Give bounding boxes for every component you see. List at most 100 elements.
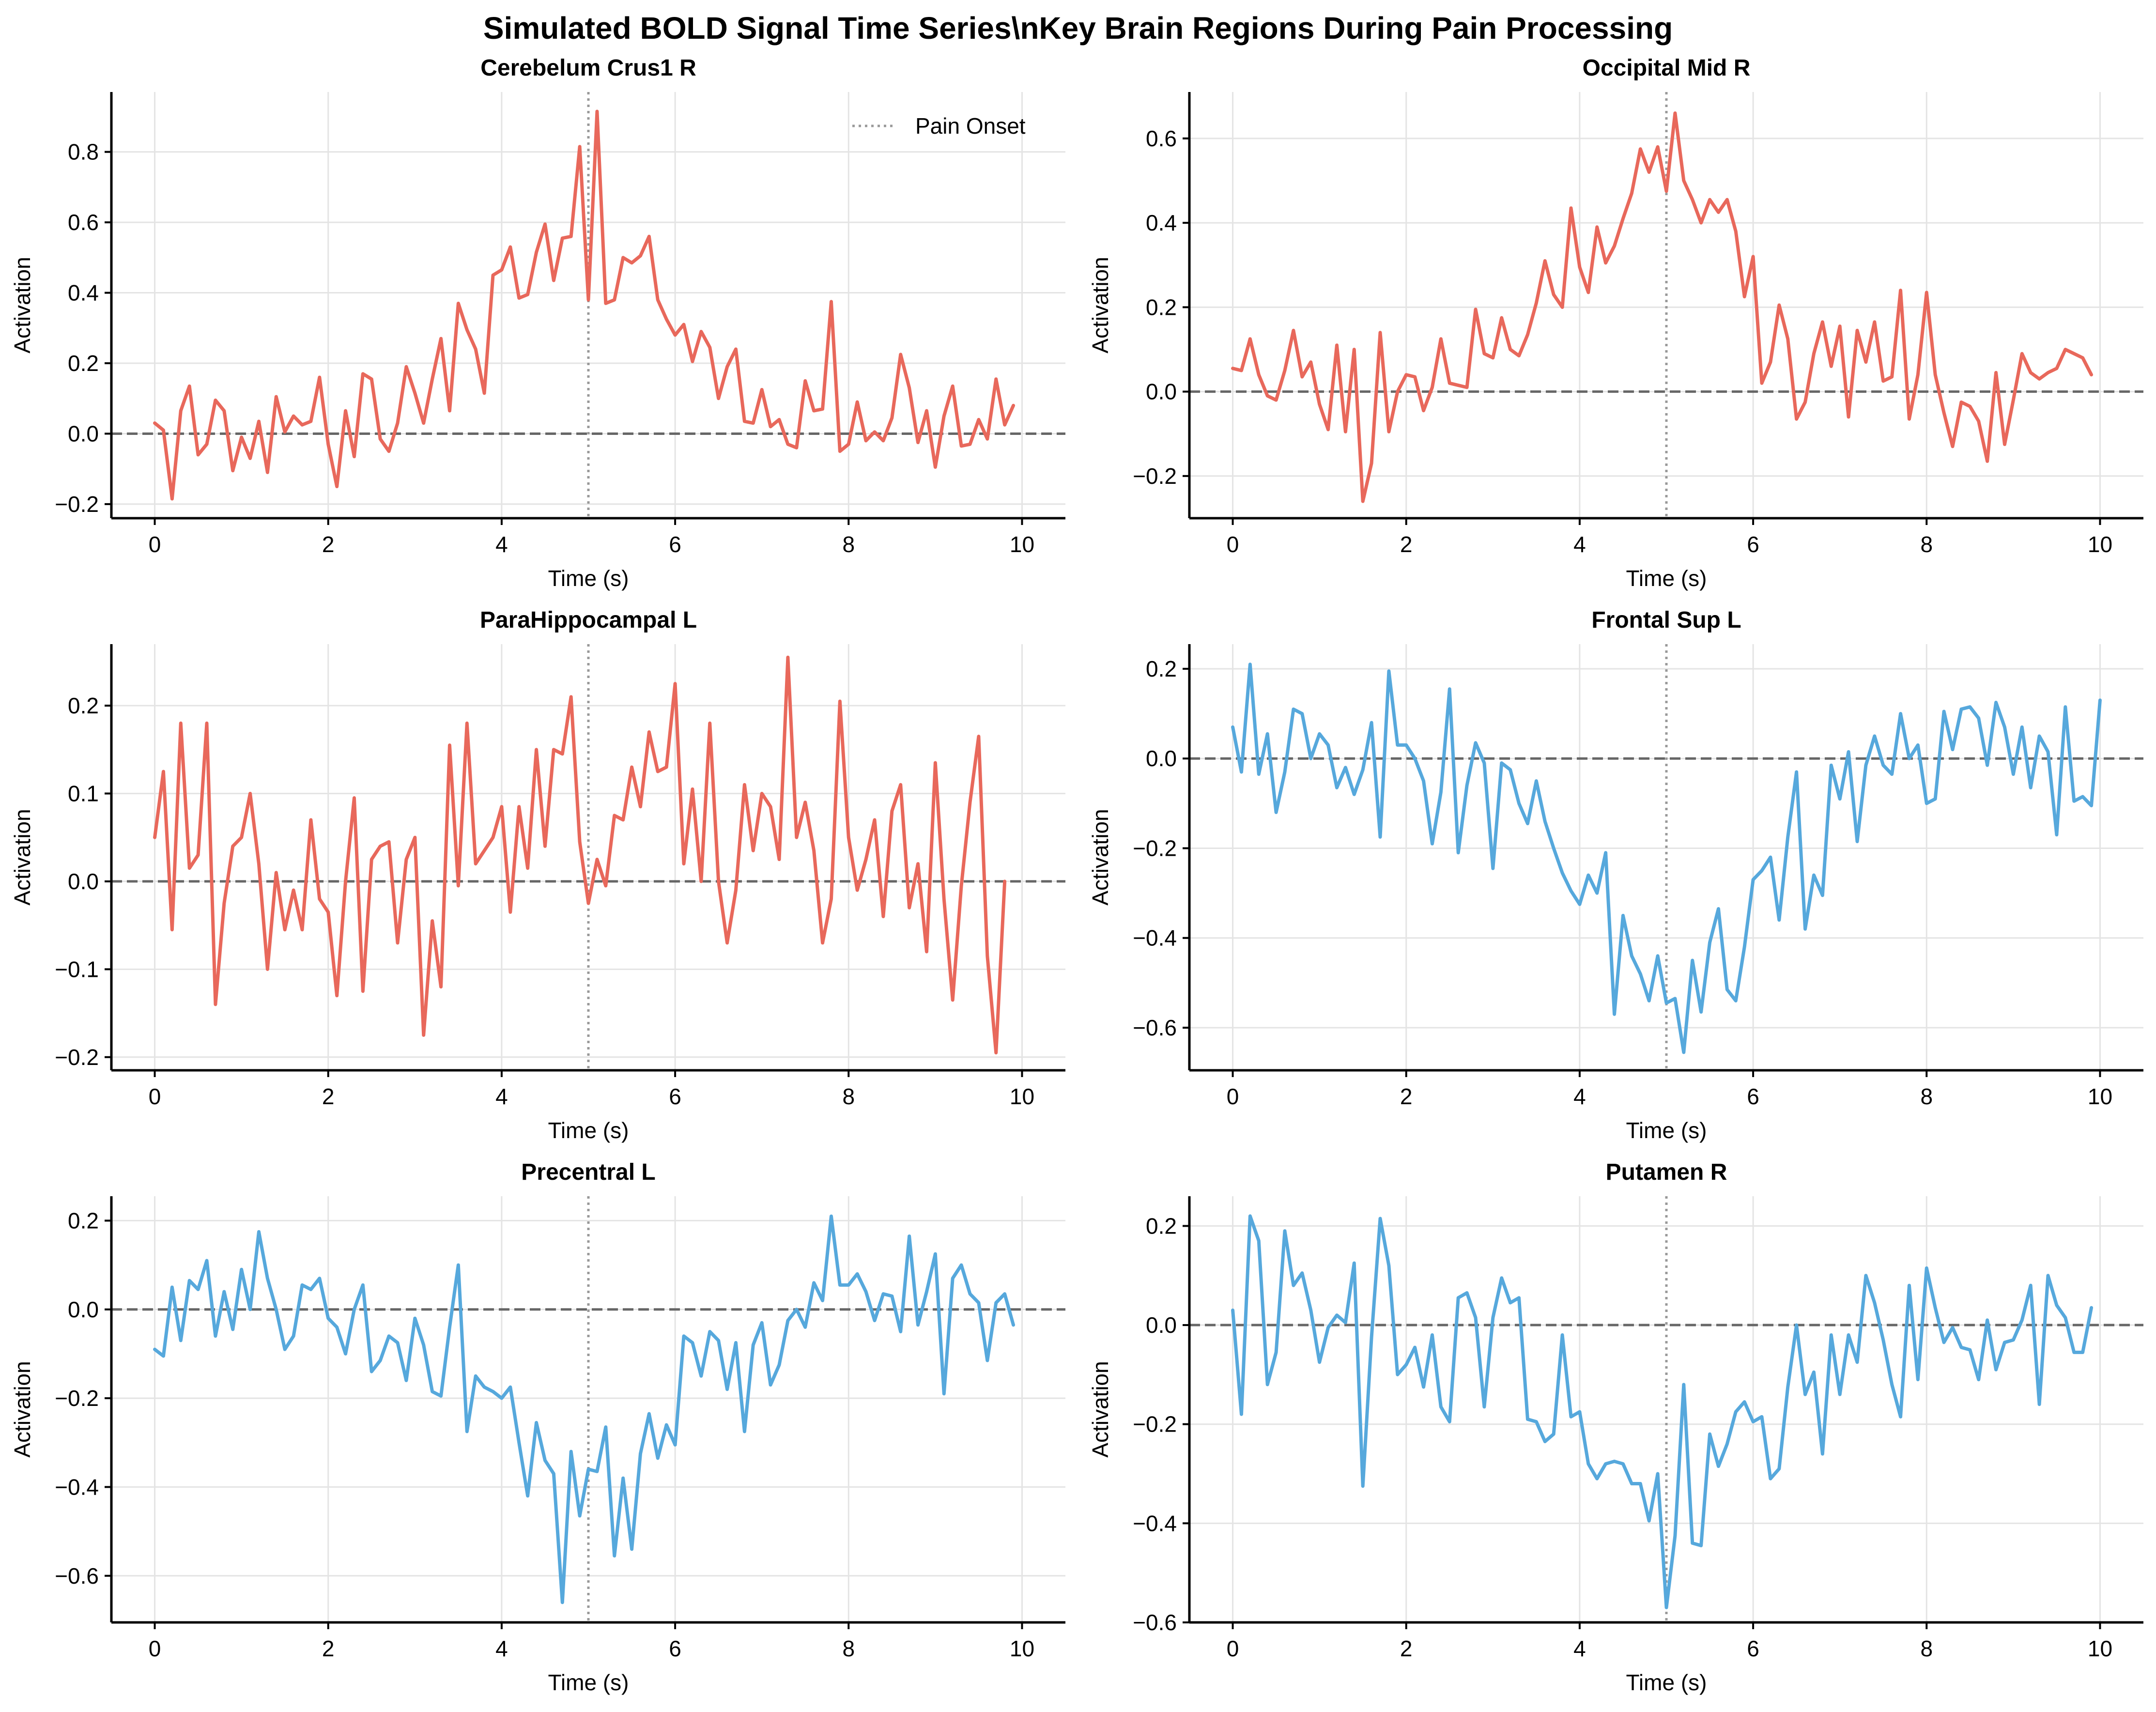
x-tick-label: 2 [1400,532,1413,557]
x-tick-label: 6 [669,532,681,557]
panel-precentral-l: 0 2 4 6 8 10 −0.6 −0.4 −0.2 0.0 0.2 Precentral L Tim… [10,1159,1065,1695]
x-tick-label: 0 [149,1636,161,1661]
y-tick-label: 0.2 [1146,656,1177,681]
y-tick-label: −0.2 [55,492,99,517]
x-tick-label: 4 [495,1084,508,1109]
y-axis-label: Activation [10,1361,35,1457]
x-tick-label: 6 [1747,532,1759,557]
x-tick-label: 8 [1920,1084,1933,1109]
y-tick-label: 0.0 [1146,746,1177,771]
x-tick-label: 0 [149,532,161,557]
x-tick-label: 10 [1010,532,1034,557]
y-tick-label: −0.6 [55,1563,99,1589]
x-tick-label: 10 [1010,1084,1034,1109]
x-axis-label: Time (s) [1626,1670,1707,1695]
x-tick-label: 6 [669,1636,681,1661]
panel-title: Occipital Mid R [1583,55,1751,81]
y-tick-label: 0.6 [68,210,99,235]
x-tick-label: 8 [842,1084,855,1109]
x-tick-label: 2 [1400,1636,1413,1661]
panel-parahippocampal-l: 0 2 4 6 8 10 −0.2 −0.1 0.0 0.1 0.2 ParaHippocampal … [10,607,1065,1143]
x-tick-label: 2 [322,1636,335,1661]
y-tick-label: 0.4 [68,280,99,306]
x-tick-label: 4 [1573,1636,1586,1661]
panel-cerebelum-crus1-r: 0 2 4 6 8 10 −0.2 0.0 0.2 0.4 0.6 0.8 Cerebelum Crus… [10,55,1065,591]
y-tick-label: 0.2 [1146,294,1177,320]
series-line [153,655,1007,1055]
y-tick-label: 0.2 [68,351,99,376]
y-tick-label: −0.6 [1133,1610,1177,1635]
y-tick-label: 0.6 [1146,126,1177,151]
y-tick-label: 0.2 [1146,1213,1177,1238]
x-tick-label: 4 [1573,532,1586,557]
y-tick-label: −0.1 [55,956,99,982]
x-tick-label: 4 [1573,1084,1586,1109]
y-tick-label: 0.0 [68,869,99,894]
x-tick-label: 8 [1920,532,1933,557]
y-axis-label: Activation [10,257,35,353]
x-tick-label: 10 [2088,532,2112,557]
y-tick-label: −0.4 [1133,1511,1177,1536]
series-line [1231,1214,2094,1609]
series-line [153,1214,1016,1604]
x-tick-label: 10 [2088,1084,2112,1109]
y-tick-label: 0.0 [1146,379,1177,404]
y-tick-label: −0.2 [1133,1412,1177,1437]
x-tick-label: 8 [842,532,855,557]
panel-putamen-r: 0 2 4 6 8 10 −0.6 −0.4 −0.2 0.0 0.2 Putamen R Time (… [1088,1159,2143,1695]
y-tick-label: −0.6 [1133,1015,1177,1040]
y-tick-label: −0.2 [1133,463,1177,489]
x-tick-label: 10 [2088,1636,2112,1661]
y-tick-label: 0.2 [68,693,99,718]
x-tick-label: 6 [1747,1636,1759,1661]
y-tick-label: 0.0 [68,1297,99,1322]
panel-title: Putamen R [1606,1159,1727,1185]
y-tick-label: 0.0 [1146,1312,1177,1338]
x-tick-label: 2 [322,532,335,557]
y-tick-label: 0.8 [68,139,99,165]
x-tick-label: 4 [495,1636,508,1661]
x-tick-label: 10 [1010,1636,1034,1661]
y-tick-label: −0.2 [55,1386,99,1411]
x-axis-label: Time (s) [548,1118,629,1143]
x-axis-label: Time (s) [1626,566,1707,591]
x-tick-label: 8 [1920,1636,1933,1661]
x-tick-label: 2 [322,1084,335,1109]
x-tick-label: 4 [495,532,508,557]
y-axis-label: Activation [1088,1361,1113,1457]
y-axis-label: Activation [10,809,35,905]
panel-title: Frontal Sup L [1591,607,1741,633]
x-tick-label: 8 [842,1636,855,1661]
x-tick-label: 0 [1227,532,1239,557]
x-tick-label: 2 [1400,1084,1413,1109]
y-tick-label: 0.4 [1146,210,1177,235]
y-tick-label: 0.2 [68,1208,99,1233]
legend-label: Pain Onset [915,113,1026,139]
x-axis-label: Time (s) [548,1670,629,1695]
series-line [1231,111,2094,503]
y-tick-label: −0.2 [1133,835,1177,861]
y-tick-label: −0.2 [55,1045,99,1070]
panel-title: Cerebelum Crus1 R [480,55,696,81]
panel-frontal-sup-l: 0 2 4 6 8 10 −0.6 −0.4 −0.2 0.0 0.2 Frontal Sup L Ti… [1088,607,2143,1143]
series-line [153,109,1016,501]
figure-title: Simulated BOLD Signal Time Series\nKey B… [483,11,1673,46]
x-axis-label: Time (s) [1626,1118,1707,1143]
series-line [1231,663,2102,1054]
legend: Pain Onset [852,113,1026,139]
x-tick-label: 6 [1747,1084,1759,1109]
x-tick-label: 6 [669,1084,681,1109]
y-tick-label: −0.4 [55,1474,99,1499]
x-axis-label: Time (s) [548,566,629,591]
y-axis-label: Activation [1088,257,1113,353]
x-tick-label: 0 [1227,1636,1239,1661]
y-tick-label: −0.4 [1133,925,1177,951]
panel-title: ParaHippocampal L [480,607,697,633]
y-tick-label: 0.1 [68,781,99,806]
y-axis-label: Activation [1088,809,1113,905]
panel-title: Precentral L [521,1159,655,1185]
panel-occipital-mid-r: 0 2 4 6 8 10 −0.2 0.0 0.2 0.4 0.6 Occipital Mid R Ti… [1088,55,2143,591]
x-tick-label: 0 [149,1084,161,1109]
x-tick-label: 0 [1227,1084,1239,1109]
y-tick-label: 0.0 [68,421,99,446]
